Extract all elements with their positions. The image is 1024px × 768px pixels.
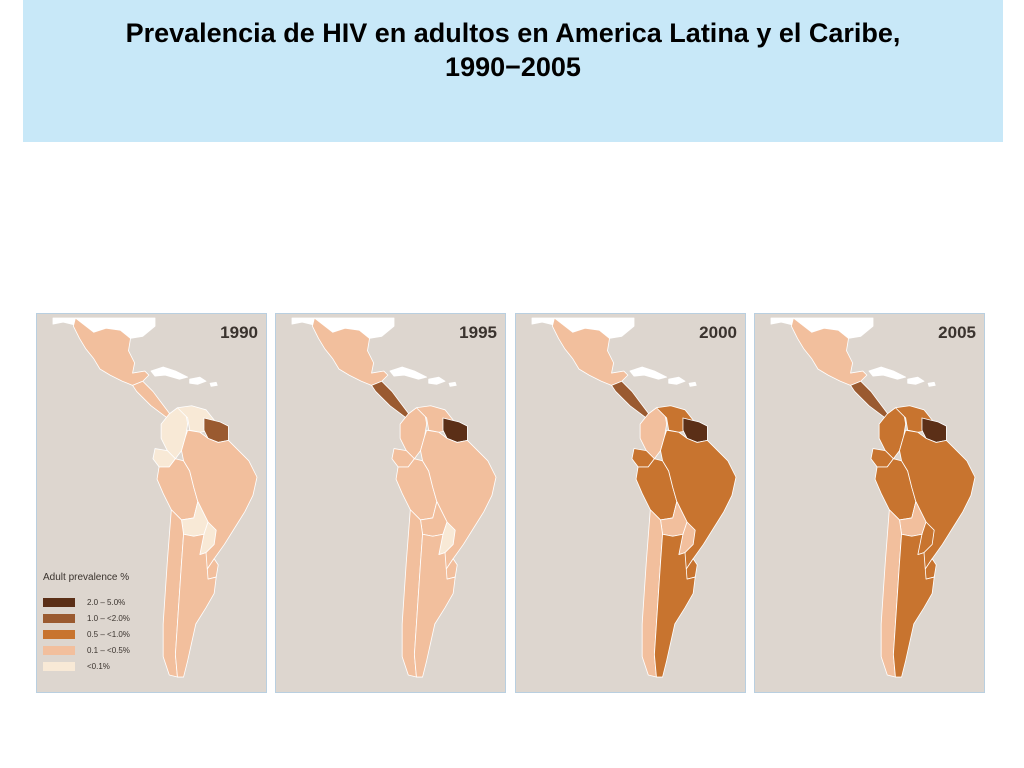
legend-swatch [43, 597, 75, 607]
legend-label: 2.0 – 5.0% [87, 597, 126, 607]
country-argentina [174, 533, 217, 678]
page-title: Prevalencia de HIV en adultos en America… [23, 16, 1003, 84]
legend-label: 1.0 – <2.0% [87, 613, 130, 623]
title-banner: Prevalencia de HIV en adultos en America… [23, 0, 1003, 142]
map-svg [516, 314, 745, 692]
country-puerto-rico [927, 381, 936, 387]
map-svg [37, 314, 266, 692]
map-panel-2005: 2005 [754, 313, 985, 693]
country-argentina [413, 533, 456, 678]
country-hispaniola [189, 376, 207, 385]
map-panel-1995: 1995 [275, 313, 506, 693]
country-cuba [868, 366, 907, 380]
map-year-label: 2000 [699, 323, 737, 342]
map-year-label: 1995 [459, 323, 497, 342]
country-mexico [790, 317, 868, 386]
country-puerto-rico [448, 381, 457, 387]
country-mexico [311, 317, 389, 386]
legend-swatch [43, 613, 75, 623]
map-svg [276, 314, 505, 692]
country-cuba [629, 366, 668, 380]
country-puerto-rico [209, 381, 218, 387]
legend-item: 0.5 – <1.0% [43, 626, 130, 642]
legend: Adult prevalence % 2.0 – 5.0% 1.0 – <2.0… [43, 572, 130, 674]
country-mexico [72, 317, 150, 386]
country-argentina [892, 533, 935, 678]
country-cuba [389, 366, 428, 380]
legend-label: <0.1% [87, 661, 110, 671]
map-panel-1990: 1990 Adult prevalence % 2.0 – 5.0% 1.0 –… [36, 313, 267, 693]
country-mexico [551, 317, 629, 386]
country-hispaniola [428, 376, 446, 385]
legend-item: <0.1% [43, 658, 130, 674]
legend-swatch [43, 629, 75, 639]
map-svg [755, 314, 984, 692]
country-hispaniola [907, 376, 925, 385]
legend-item: 2.0 – 5.0% [43, 594, 130, 610]
country-argentina [653, 533, 696, 678]
legend-label: 0.5 – <1.0% [87, 629, 130, 639]
country-cuba [150, 366, 189, 380]
legend-item: 0.1 – <0.5% [43, 642, 130, 658]
map-year-label: 2005 [938, 323, 976, 342]
map-panel-2000: 2000 [515, 313, 746, 693]
legend-swatch [43, 645, 75, 655]
map-year-label: 1990 [220, 323, 258, 342]
country-hispaniola [668, 376, 686, 385]
legend-label: 0.1 – <0.5% [87, 645, 130, 655]
legend-title: Adult prevalence % [43, 572, 130, 583]
country-puerto-rico [688, 381, 697, 387]
page-title-line-2: 1990−2005 [445, 52, 581, 82]
legend-swatch [43, 661, 75, 671]
page-title-line-1: Prevalencia de HIV en adultos en America… [125, 18, 901, 48]
legend-item: 1.0 – <2.0% [43, 610, 130, 626]
